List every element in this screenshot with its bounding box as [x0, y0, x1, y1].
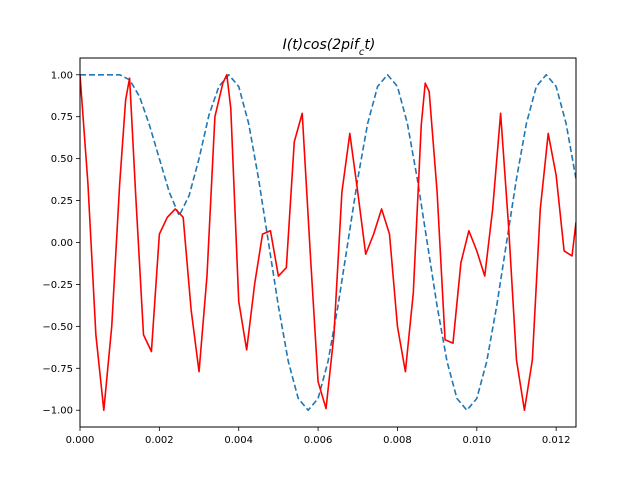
y-tick-label: −0.25 [42, 280, 73, 291]
x-tick-label: 0.010 [462, 435, 491, 446]
y-tick-label: 1.00 [51, 70, 73, 81]
chart-title-part: t) [364, 37, 375, 53]
y-axis: 1.00 0.75 0.50 0.25 0.00 −0.25 −0.50 −0.75 −1.00 [42, 70, 80, 417]
x-tick-label: 0.006 [304, 435, 333, 446]
y-tick-label: 0.75 [51, 112, 73, 123]
y-tick-label: −1.00 [42, 406, 73, 417]
series-line-modulated [80, 73, 576, 412]
series-line-envelope [80, 73, 576, 412]
y-tick-label: −0.50 [42, 322, 73, 333]
y-tick-label: 0.00 [51, 238, 73, 249]
y-tick-label: 0.25 [51, 196, 73, 207]
y-tick-label: 0.50 [51, 154, 73, 165]
chart-title: I(t)cos(2pifct) [283, 37, 376, 58]
plot-area [80, 73, 576, 412]
x-tick-label: 0.008 [383, 435, 412, 446]
axes-frame [79, 57, 577, 428]
x-tick-label: 0.000 [66, 435, 95, 446]
x-tick-label: 0.004 [224, 435, 253, 446]
chart-title-part: c [359, 47, 365, 58]
x-tick-label: 0.012 [542, 435, 571, 446]
x-axis: 0.000 0.002 0.004 0.006 0.008 0.010 0.012 [66, 427, 571, 446]
x-tick-label: 0.002 [145, 435, 174, 446]
chart-title-part: I(t)cos(2pif [283, 37, 361, 53]
y-tick-label: −0.75 [42, 364, 73, 375]
